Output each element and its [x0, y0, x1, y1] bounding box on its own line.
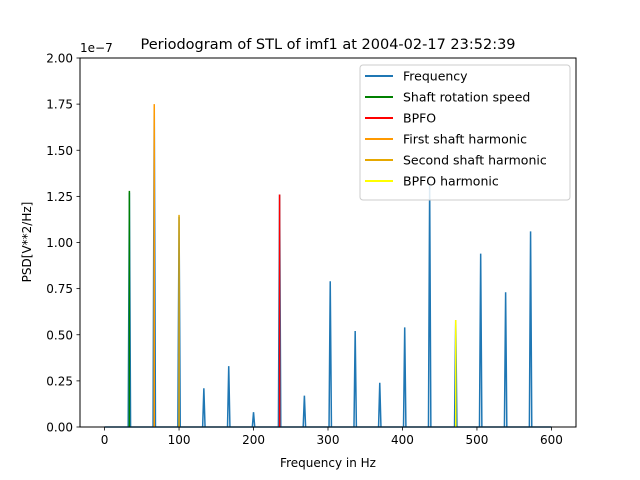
- x-tick-label: 300: [317, 433, 340, 447]
- chart-title: Periodogram of STL of imf1 at 2004-02-17…: [140, 37, 515, 53]
- axis-ticks: 0 100 200 300 400 500 600 0.00 0.25 0.50 0.75 1.00 1…: [46, 52, 563, 448]
- spectrum-peak-4: [201, 388, 206, 428]
- y-tick-label: 1.25: [46, 190, 73, 204]
- spectrum-peak-5: [226, 366, 231, 428]
- x-tick-label: 100: [168, 433, 191, 447]
- y-tick-label: 1.50: [46, 144, 73, 158]
- y-axis-label: PSD[V**2/Hz]: [20, 202, 34, 283]
- y-tick-label: 2.00: [46, 52, 73, 66]
- x-tick-label: 200: [242, 433, 265, 447]
- y-tick-label: 1.00: [46, 236, 73, 250]
- legend-label: BPFO harmonic: [403, 174, 499, 189]
- spectrum-peak-11: [377, 382, 382, 428]
- spectrum-peak-17: [528, 231, 533, 428]
- y-offset-label: 1e−7: [80, 41, 113, 55]
- x-tick-label: 500: [465, 433, 488, 447]
- x-tick-label: 400: [391, 433, 414, 447]
- spectrum-peak-13: [427, 183, 432, 428]
- y-tick-label: 0.00: [46, 421, 73, 435]
- y-tick-label: 0.50: [46, 328, 73, 342]
- legend-box: [359, 64, 571, 201]
- legend-label: BPFO: [403, 111, 436, 126]
- legend-label: Second shaft harmonic: [403, 153, 547, 168]
- y-tick-label: 0.75: [46, 282, 73, 296]
- y-tick-label: 1.75: [46, 98, 73, 112]
- legend-label: Shaft rotation speed: [403, 90, 530, 105]
- spectrum-peak-10: [353, 331, 358, 428]
- legend-label: First shaft harmonic: [403, 132, 527, 147]
- x-tick-label: 600: [540, 433, 563, 447]
- y-tick-label: 0.25: [46, 374, 73, 388]
- spectrum-peak-15: [478, 253, 483, 428]
- legend-label: Frequency: [403, 69, 468, 84]
- spectrum-peak-12: [402, 327, 407, 428]
- spectrum-peak-16: [503, 292, 508, 428]
- x-axis-label: Frequency in Hz: [280, 456, 376, 470]
- spectrum-peak-8: [302, 395, 307, 428]
- spectrum-peak-6: [251, 412, 256, 428]
- legend: Frequency Shaft rotation speed BPFO First s…: [359, 64, 571, 201]
- x-tick-label: 0: [101, 433, 109, 447]
- spectrum-peak-9: [328, 281, 333, 428]
